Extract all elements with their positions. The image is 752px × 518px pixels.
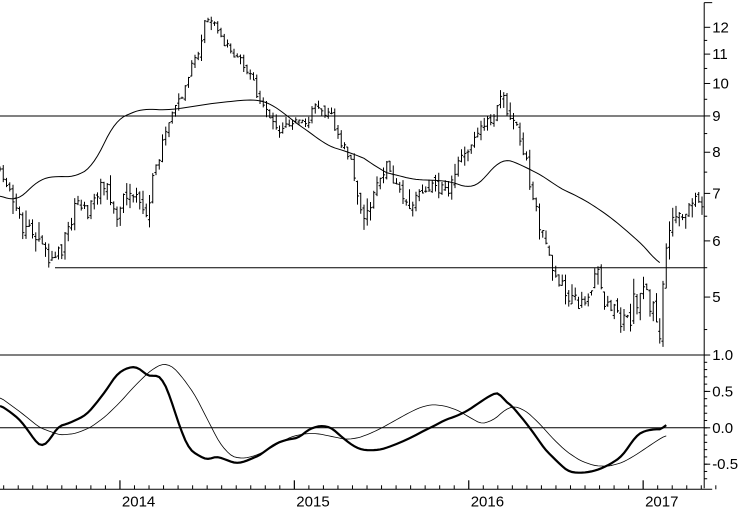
svg-text:-0.5: -0.5 bbox=[712, 456, 738, 473]
svg-text:5: 5 bbox=[712, 289, 720, 306]
svg-text:2017: 2017 bbox=[645, 493, 678, 510]
svg-text:12: 12 bbox=[712, 19, 729, 36]
svg-text:7: 7 bbox=[712, 185, 720, 202]
svg-text:0.5: 0.5 bbox=[712, 383, 733, 400]
svg-text:1.0: 1.0 bbox=[712, 347, 733, 364]
svg-text:2014: 2014 bbox=[122, 493, 155, 510]
svg-text:8: 8 bbox=[712, 144, 720, 161]
svg-text:11: 11 bbox=[712, 46, 728, 63]
svg-text:2016: 2016 bbox=[471, 493, 504, 510]
svg-text:6: 6 bbox=[712, 233, 720, 250]
svg-text:2015: 2015 bbox=[296, 493, 329, 510]
svg-text:0.0: 0.0 bbox=[712, 420, 733, 437]
svg-text:9: 9 bbox=[712, 108, 720, 125]
svg-text:10: 10 bbox=[712, 76, 729, 93]
